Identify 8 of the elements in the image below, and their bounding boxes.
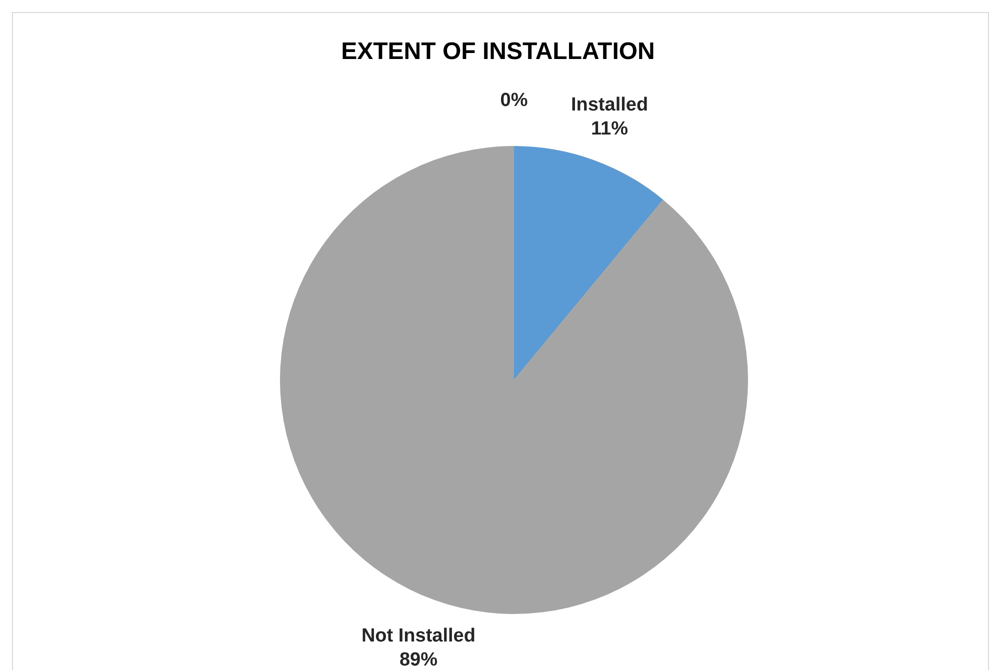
pie-slice	[280, 146, 748, 614]
data-label: 11%	[591, 118, 628, 140]
data-label: 89%	[399, 649, 438, 670]
chart-title: EXTENT OF INSTALLATION	[340, 38, 656, 66]
text: 0%	[500, 90, 528, 111]
slice-label: Installed	[570, 94, 648, 116]
slice-label: Not Installed	[361, 625, 476, 646]
pie-slice	[514, 146, 664, 380]
